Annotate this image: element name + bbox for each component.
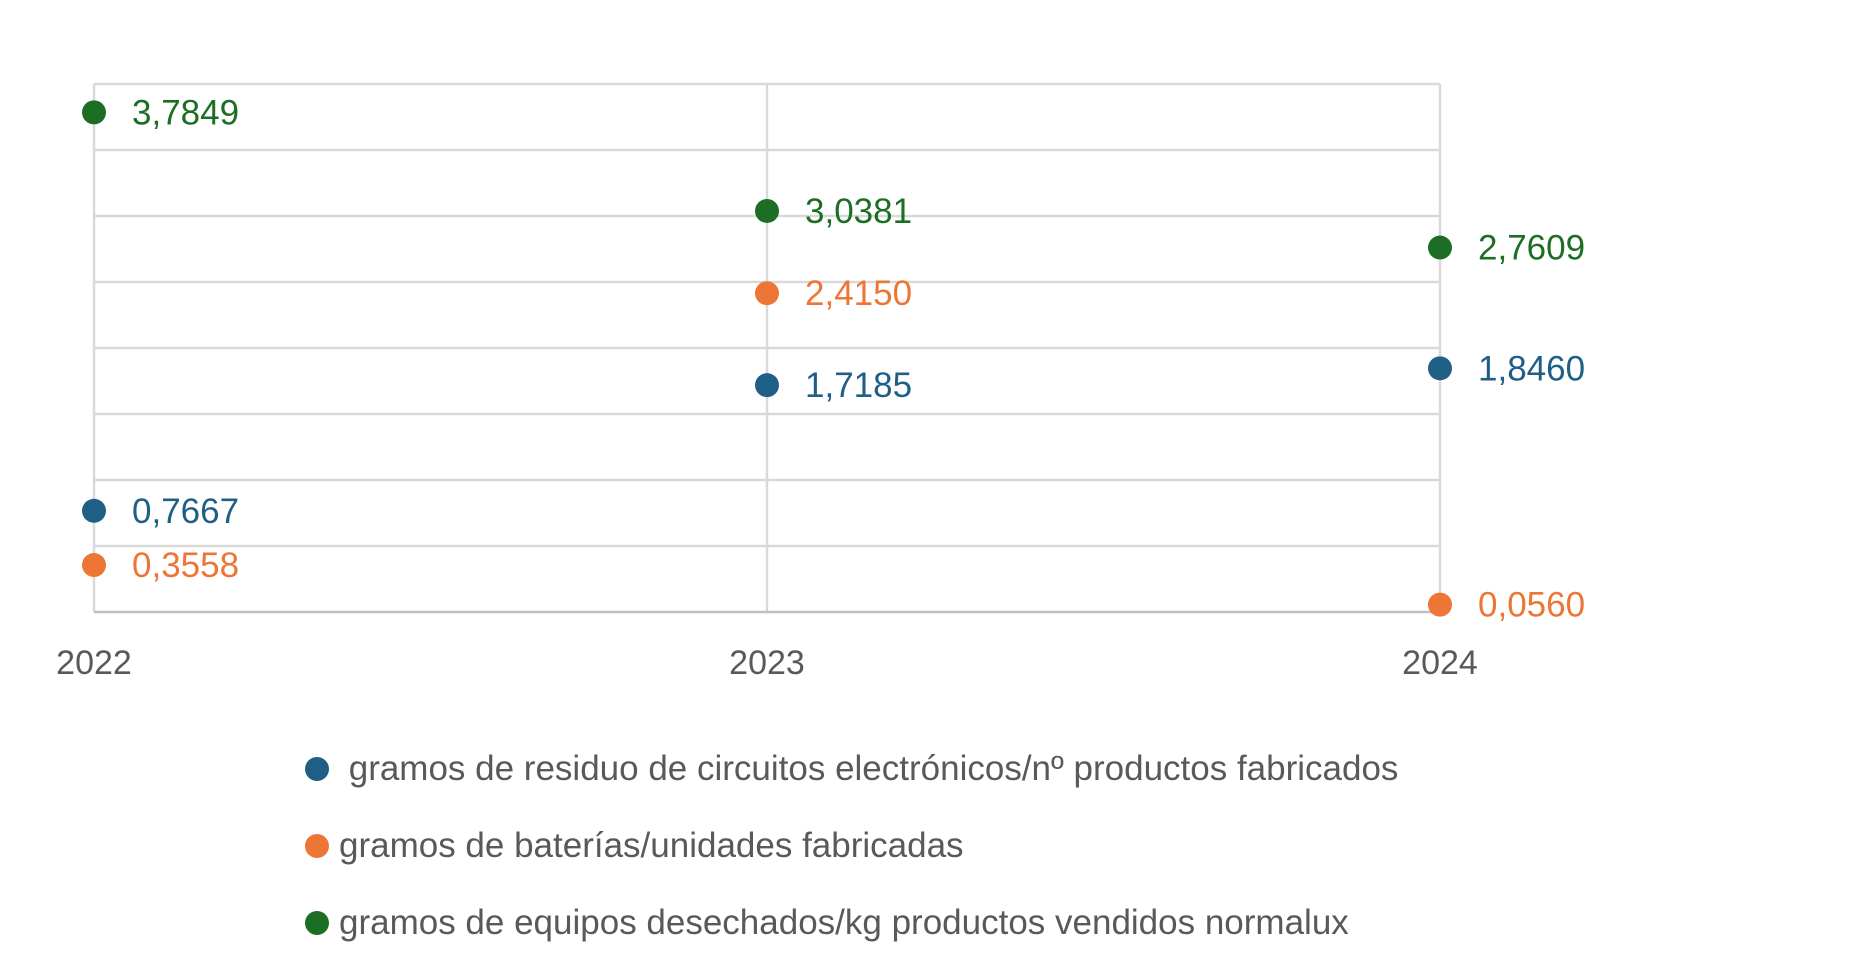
gridlines — [92, 82, 1442, 612]
data-label: 2,4150 — [805, 274, 912, 313]
legend-label: gramos de residuo de circuitos electróni… — [339, 748, 1399, 788]
x-axis: 2022 2023 2024 — [56, 610, 1478, 682]
data-point — [82, 100, 106, 125]
legend-label: gramos de equipos desechados/kg producto… — [339, 902, 1349, 942]
data-label: 1,8460 — [1478, 349, 1585, 388]
chart: 2022 2023 2024 0,7667 1,7185 1,8460 0,3558 2,4… — [56, 82, 1585, 682]
data-point — [1428, 592, 1452, 617]
data-points — [82, 100, 1452, 617]
data-point — [755, 198, 779, 223]
legend-marker — [305, 910, 329, 935]
legend-marker — [305, 833, 329, 858]
data-label: 2,7609 — [1478, 229, 1585, 268]
data-labels: 0,7667 1,7185 1,8460 0,3558 2,4150 0,0560 3,78… — [132, 93, 1585, 624]
data-point — [755, 373, 779, 398]
legend-item: gramos de baterías/unidades fabricadas — [305, 807, 1398, 884]
data-label: 3,0381 — [805, 192, 912, 231]
x-tick-label: 2023 — [729, 644, 805, 682]
data-label: 3,7849 — [132, 93, 239, 132]
legend-label: gramos de baterías/unidades fabricadas — [339, 825, 964, 865]
x-tick-label: 2024 — [1402, 644, 1478, 682]
x-tick-label: 2022 — [56, 644, 132, 682]
data-label: 0,3558 — [132, 546, 239, 585]
data-point — [82, 553, 106, 578]
legend: gramos de residuo de circuitos electróni… — [305, 730, 1398, 961]
data-label: 0,0560 — [1478, 586, 1585, 625]
data-point — [1428, 235, 1452, 260]
data-point — [82, 498, 106, 523]
data-label: 1,7185 — [805, 366, 912, 405]
legend-item: gramos de residuo de circuitos electróni… — [305, 730, 1398, 807]
data-point — [755, 281, 779, 306]
legend-marker — [305, 756, 329, 781]
legend-item: gramos de equipos desechados/kg producto… — [305, 884, 1398, 961]
data-label: 0,7667 — [132, 492, 239, 531]
data-point — [1428, 356, 1452, 381]
